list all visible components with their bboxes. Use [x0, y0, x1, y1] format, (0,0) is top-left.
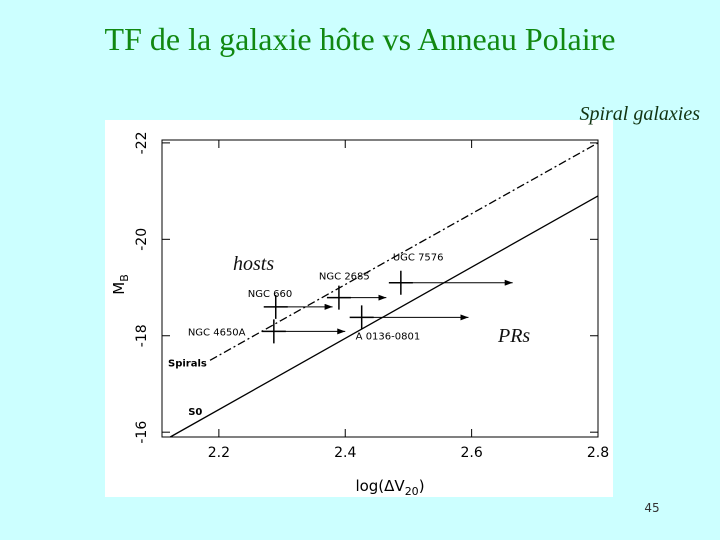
x-axis-label-part: log(ΔV — [355, 477, 405, 495]
relation-label: S0 — [188, 407, 202, 418]
plot-frame — [161, 139, 599, 438]
x-tick-label: 2.2 — [208, 445, 230, 461]
relation-line — [209, 142, 599, 361]
y-tick-label: -16 — [134, 421, 150, 444]
y-tick-label: -20 — [134, 228, 150, 251]
point-label: NGC 2685 — [319, 272, 370, 283]
relation-line — [169, 195, 599, 438]
figure-background — [105, 120, 613, 497]
x-tick-label: 2.8 — [587, 445, 609, 461]
plot: 2.2 2.4 2.6 2.8 -16 -18 -20 -22 log(ΔV20) MB Spira… — [110, 131, 609, 498]
data-point — [349, 305, 374, 330]
data-point — [388, 270, 413, 295]
y-tick-label: -22 — [134, 131, 150, 154]
annotation: PRs — [497, 325, 530, 347]
y-axis-label-part: M — [110, 282, 128, 295]
point-label: UGC 7576 — [393, 253, 444, 264]
x-axis-label: log(ΔV20) — [355, 477, 424, 498]
y-axis-label-part: B — [118, 274, 131, 282]
y-tick-label: -18 — [134, 324, 150, 347]
data-point — [326, 285, 351, 310]
page-number: 45 — [644, 501, 659, 515]
relation-label: Spirals — [168, 358, 207, 369]
point-label: NGC 660 — [248, 289, 292, 300]
caption: Spiral galaxies — [579, 103, 700, 125]
y-axis-label: MB — [110, 274, 131, 295]
annotation: hosts — [233, 253, 274, 275]
data-point — [261, 319, 286, 344]
point-label: NGC 4650A — [188, 327, 246, 338]
point-label: A 0136-0801 — [356, 331, 421, 342]
data-point — [263, 294, 288, 319]
x-axis-label-part: ) — [419, 477, 425, 495]
x-axis-label-part: 20 — [405, 485, 419, 498]
x-tick-label: 2.6 — [460, 445, 482, 461]
x-tick-label: 2.4 — [334, 445, 356, 461]
slide-title: TF de la galaxie hôte vs Anneau Polaire — [105, 21, 616, 57]
